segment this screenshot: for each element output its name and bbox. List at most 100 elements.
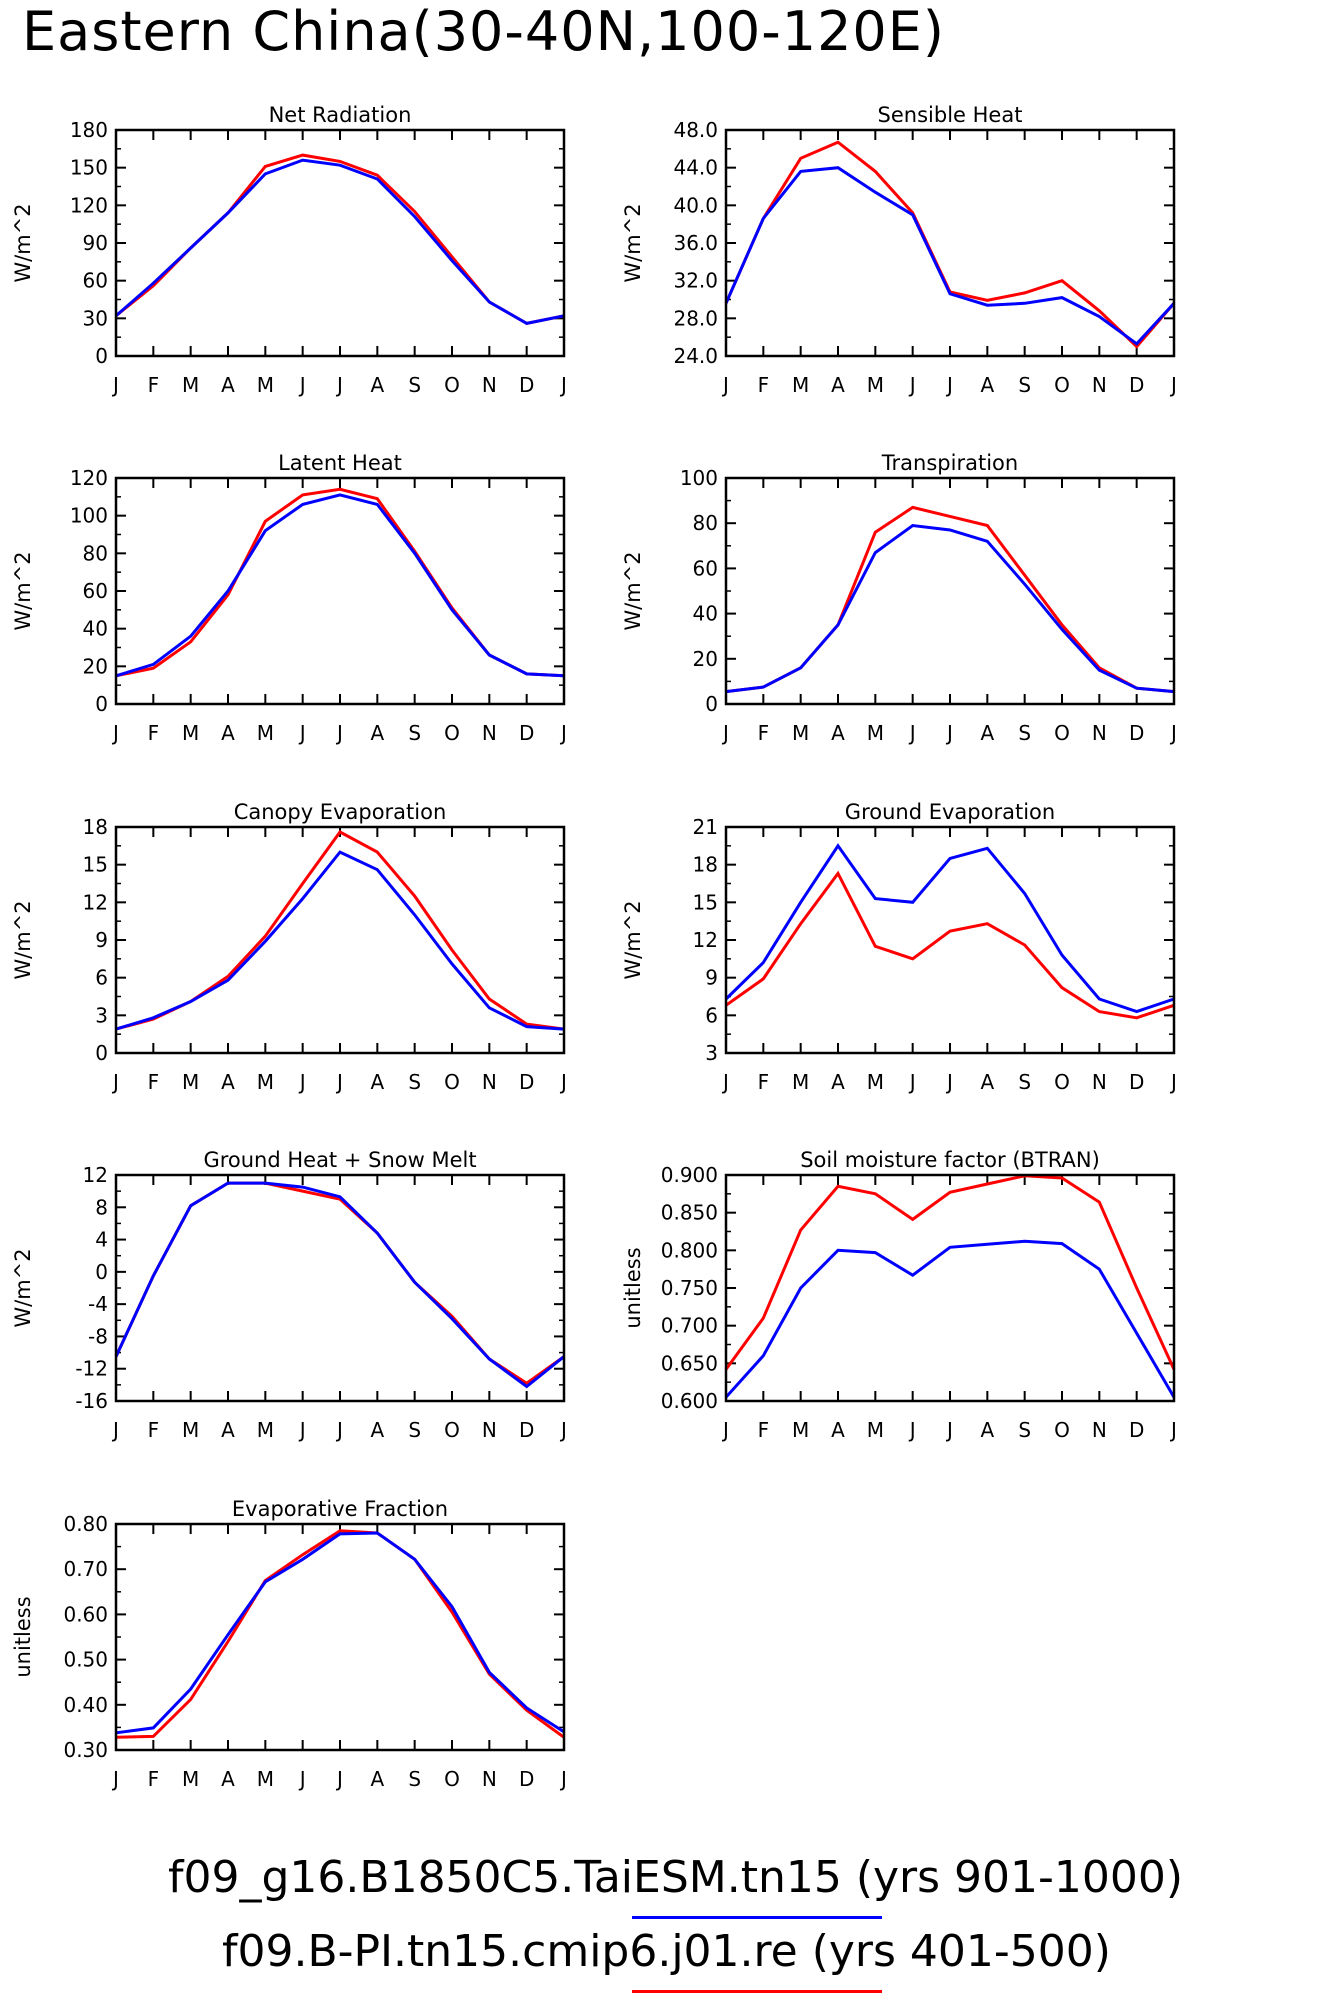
- x-tick-label: F: [758, 1070, 770, 1094]
- x-tick-label: F: [148, 1418, 160, 1442]
- x-tick-label: S: [408, 1418, 421, 1442]
- y-tick-label: 15: [693, 890, 718, 914]
- y-axis-label: W/m^2: [11, 551, 35, 630]
- legend-swatch-blue: [632, 1916, 882, 1919]
- y-tick-label: 0.30: [63, 1738, 108, 1762]
- plot-frame: [114, 1522, 566, 1752]
- y-tick-label: 6: [705, 1003, 718, 1027]
- plot-frame: [114, 825, 566, 1055]
- chart-panel-6: Ground Heat + Snow Melt W/m^2 -16 -12 -8 -4 0 4…: [11, 1148, 567, 1442]
- x-tick-label: A: [831, 1418, 845, 1442]
- y-axis-label: W/m^2: [11, 203, 35, 282]
- x-tick-label: J: [335, 373, 343, 397]
- x-tick-label: N: [1092, 373, 1107, 397]
- y-axis-label: unitless: [11, 1596, 35, 1677]
- y-tick-label: 36.0: [673, 231, 718, 255]
- y-tick-label: 21: [693, 815, 718, 839]
- x-tick-label: A: [831, 373, 845, 397]
- x-tick-label: J: [298, 1767, 306, 1791]
- y-axis-label: W/m^2: [621, 900, 645, 979]
- y-tick-label: 80: [83, 541, 108, 565]
- series-line-blue: [724, 1239, 1176, 1399]
- x-tick-label: S: [1018, 721, 1031, 745]
- legend-swatch-red: [632, 1990, 882, 1993]
- y-tick-label: 0.60: [63, 1602, 108, 1626]
- y-tick-label: 0.850: [661, 1201, 718, 1225]
- x-tick-label: A: [221, 373, 235, 397]
- x-tick-label: D: [1129, 1070, 1144, 1094]
- y-tick-label: 15: [83, 853, 108, 877]
- x-tick-label: O: [444, 1767, 460, 1791]
- x-tick-label: M: [182, 1767, 199, 1791]
- y-axis-label: unitless: [621, 1247, 645, 1328]
- x-tick-label: D: [519, 1070, 534, 1094]
- x-tick-label: M: [257, 721, 274, 745]
- y-axis-label: W/m^2: [11, 1248, 35, 1327]
- y-tick-label: 48.0: [673, 118, 718, 142]
- plot-frame: [114, 128, 566, 358]
- y-tick-label: 32.0: [673, 269, 718, 293]
- x-tick-label: M: [182, 1418, 199, 1442]
- x-tick-label: N: [482, 1767, 497, 1791]
- x-tick-label: A: [980, 373, 994, 397]
- x-tick-label: D: [1129, 721, 1144, 745]
- x-tick-label: A: [370, 721, 384, 745]
- y-tick-label: 8: [95, 1195, 108, 1219]
- x-tick-label: S: [408, 1767, 421, 1791]
- y-tick-label: 40.0: [673, 193, 718, 217]
- x-tick-label: J: [721, 721, 729, 745]
- x-tick-label: F: [148, 1767, 160, 1791]
- x-tick-label: O: [444, 1418, 460, 1442]
- x-tick-label: O: [444, 721, 460, 745]
- x-tick-label: J: [335, 721, 343, 745]
- y-tick-label: -4: [88, 1292, 108, 1316]
- x-tick-label: F: [758, 1418, 770, 1442]
- y-tick-label: 20: [83, 654, 108, 678]
- y-tick-label: 60: [83, 269, 108, 293]
- x-tick-label: N: [1092, 721, 1107, 745]
- x-tick-label: M: [257, 1418, 274, 1442]
- y-tick-label: 0.800: [661, 1238, 718, 1262]
- x-tick-label: F: [148, 721, 160, 745]
- x-tick-label: J: [335, 1418, 343, 1442]
- x-tick-label: S: [408, 721, 421, 745]
- plot-frame: [724, 128, 1176, 358]
- chart-panel-7: Soil moisture factor (BTRAN) unitless 0.60…: [621, 1148, 1177, 1442]
- series-line-red: [115, 487, 565, 678]
- chart-panel-2: Latent Heat W/m^2 0 20 40 60 80 100 120 J F M A M J J A S…: [11, 451, 567, 745]
- y-tick-label: 9: [95, 928, 108, 952]
- x-tick-label: F: [758, 721, 770, 745]
- y-tick-label: 0.750: [661, 1276, 718, 1300]
- x-tick-label: J: [1169, 1418, 1177, 1442]
- y-tick-label: 80: [693, 511, 718, 535]
- y-tick-label: 0.50: [63, 1648, 108, 1672]
- x-tick-label: M: [867, 721, 884, 745]
- chart-svg: Sensible Heat W/m^2 24.0 28.0 32.0 36.0 40.0 44…: [621, 103, 1177, 397]
- x-tick-label: J: [945, 1070, 953, 1094]
- plot-frame: [724, 476, 1176, 706]
- x-tick-label: J: [721, 1070, 729, 1094]
- chart-panel-4: Canopy Evaporation W/m^2 0 3 6 9 12 15 18 J F M A M J J…: [11, 800, 567, 1094]
- x-tick-label: J: [111, 373, 119, 397]
- y-tick-label: 6: [95, 966, 108, 990]
- x-tick-label: J: [1169, 373, 1177, 397]
- y-tick-label: 3: [705, 1041, 718, 1065]
- chart-title: Soil moisture factor (BTRAN): [800, 1148, 1100, 1172]
- x-tick-label: M: [182, 721, 199, 745]
- y-tick-label: 0.80: [63, 1512, 108, 1536]
- x-tick-label: A: [980, 721, 994, 745]
- figure-title: Eastern China(30-40N,100-120E): [22, 0, 945, 63]
- x-tick-label: N: [482, 1070, 497, 1094]
- y-tick-label: 0: [95, 1260, 108, 1284]
- y-tick-label: 9: [705, 966, 718, 990]
- x-tick-label: A: [831, 721, 845, 745]
- y-tick-label: 0: [95, 344, 108, 368]
- series-line-red: [725, 505, 1175, 694]
- y-tick-label: 0.700: [661, 1314, 718, 1338]
- chart-title: Sensible Heat: [878, 103, 1023, 127]
- x-tick-label: S: [1018, 373, 1031, 397]
- chart-panel-8: Evaporative Fraction unitless 0.30 0.40 0.50…: [11, 1497, 567, 1791]
- y-tick-label: 60: [693, 556, 718, 580]
